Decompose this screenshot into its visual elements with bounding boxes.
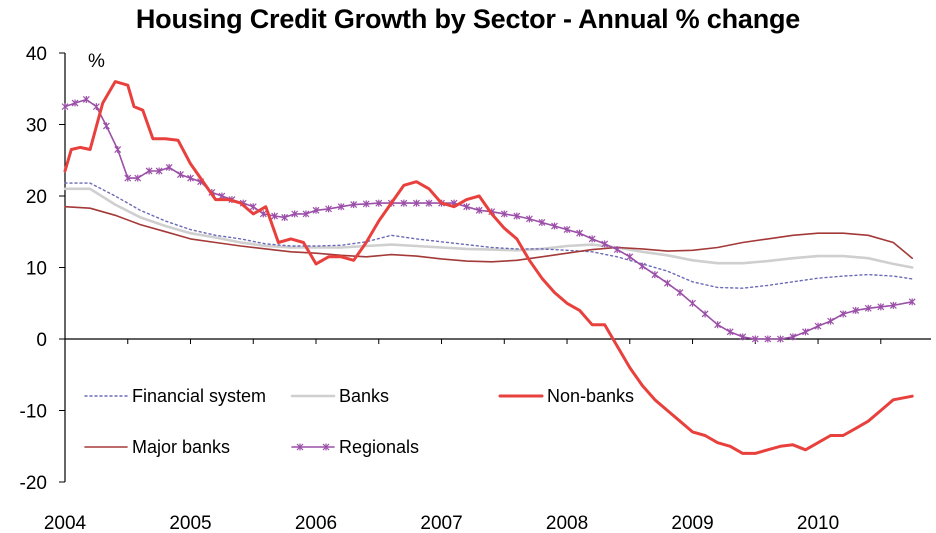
series-point-regionals [291,210,299,218]
series-point-regionals [626,253,634,261]
series-point-regionals [259,210,267,218]
series-point-regionals [664,279,671,287]
x-tick-label: 2005 [169,513,211,533]
series-point-regionals [114,146,122,154]
y-tick-label: 30 [26,116,47,137]
series-point-regionals [249,203,257,211]
series-point-regionals [375,199,383,207]
series-point-regionals [82,95,90,103]
series-point-regionals [889,301,897,309]
series-point-regionals [538,218,546,226]
series-line-banks [63,187,914,269]
y-tick-label: -10 [20,402,47,423]
series-point-regionals [551,222,558,230]
series-point-regionals [563,226,571,234]
series-point-regionals [134,174,142,182]
series-point-regionals [145,167,153,175]
series-line-regionals [64,98,914,340]
series-point-regionals [839,310,847,318]
series-point-regionals [739,333,747,341]
series-point-regionals [638,262,646,270]
series-point-regionals [271,212,279,220]
y-tick-label: 0 [36,330,47,351]
series-point-regionals [412,199,420,207]
series-point-regionals [102,122,110,130]
series-point-regionals [475,206,483,214]
x-tick-label: 2010 [797,513,839,533]
series-point-regionals [177,171,184,179]
series-point-regionals [827,317,835,325]
x-tick-label: 2008 [546,513,588,533]
series-point-regionals [877,303,885,311]
legend-label-non-banks: Non-banks [547,386,634,406]
series-line-financial-system [64,182,913,289]
series-point-regionals [576,229,584,237]
series-point-regionals [726,328,734,336]
legend-label-banks: Banks [339,386,389,406]
y-tick-label: 10 [26,259,47,280]
series-point-regionals [187,174,194,182]
legend-label-regionals: Regionals [339,437,419,457]
series-point-regionals [689,299,696,307]
series-point-regionals [802,328,809,336]
series-point-regionals [701,310,709,318]
series-line-non-banks [63,80,914,455]
y-tick-label: 20 [26,187,47,208]
series-point-regionals [513,212,521,220]
series-point-regionals [852,306,860,314]
series-point-regionals [500,210,508,218]
series-point-regionals [337,203,345,211]
series-point-regionals [312,206,320,214]
series-point-regionals [776,335,784,343]
legend-marker-regionals [322,443,330,451]
series-point-regionals [61,103,69,111]
series-point-regionals [425,199,433,207]
series-point-regionals [864,304,872,312]
series-point-regionals [714,321,722,329]
chart-title: Housing Credit Growth by Sector - Annual… [135,4,801,34]
series-point-regionals [463,203,471,211]
series-line-major-banks [64,205,914,263]
y-tick-label: -20 [20,473,47,494]
series-point-regionals [71,99,79,107]
series-point-regionals [676,289,684,297]
series-point-regionals [325,205,332,213]
series-point-regionals [302,210,310,218]
legend-marker-regionals [296,443,304,451]
series-point-regionals [400,199,408,207]
series-point-regionals [525,215,533,223]
x-tick-label: 2009 [671,513,713,533]
series-point-regionals [92,103,100,111]
series-point-regionals [789,333,797,341]
y-unit-label: % [88,51,105,72]
series-point-regionals [814,322,822,330]
series-layer [61,80,916,455]
series-point-regionals [350,201,358,209]
series-point-regionals [601,240,609,248]
series-point-regionals [124,174,132,182]
series-point-regionals [613,246,621,254]
legend-label-major-banks: Major banks [132,437,230,457]
series-point-regionals [651,271,659,279]
legend: Financial system Banks Non-banks Major bank… [84,386,634,457]
series-point-regionals [362,200,370,208]
series-point-regionals [908,298,916,306]
series-point-regionals [155,167,163,175]
y-tick-label: 40 [26,44,47,65]
x-tick-label: 2004 [44,513,87,533]
legend-label-financial-system: Financial system [132,386,266,406]
x-tick-label: 2007 [420,513,462,533]
series-point-regionals [281,213,289,221]
x-tick-label: 2006 [295,513,337,533]
series-point-regionals [588,235,596,243]
series-point-regionals [764,335,772,343]
series-point-regionals [165,163,173,171]
series-point-regionals [751,335,759,343]
